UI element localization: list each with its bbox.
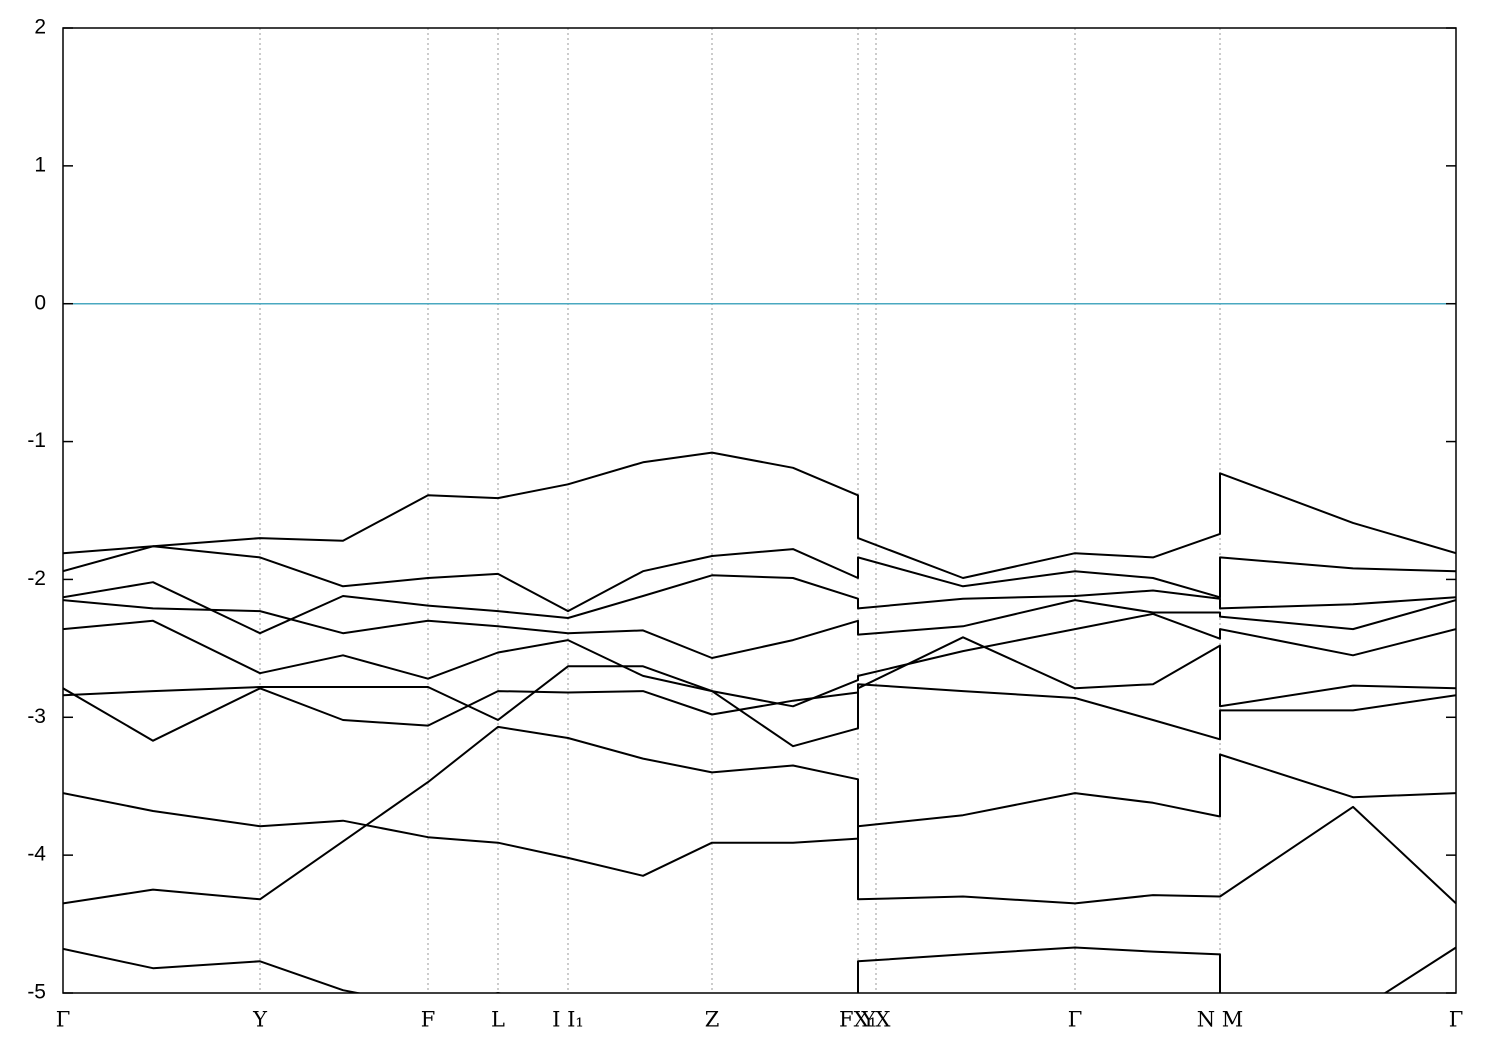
band-line: [63, 612, 1456, 708]
y-tick-label: 1: [34, 153, 46, 176]
band-line: [63, 753, 1456, 877]
y-tick-label: -5: [27, 981, 46, 1004]
x-tick-label: Γ: [56, 1008, 71, 1032]
x-tick-label: YX: [861, 1008, 891, 1032]
y-tick-label: -2: [27, 567, 46, 590]
x-tick-label: FX₁: [839, 1008, 877, 1032]
band-line: [63, 636, 1456, 748]
x-tick-label: F: [421, 1008, 436, 1032]
y-tick-label: -4: [27, 843, 46, 866]
x-tick-label: I I₁: [552, 1008, 584, 1032]
plot-frame: [62, 27, 1457, 994]
x-tick-label: Y: [252, 1008, 268, 1032]
band-line: [63, 574, 1456, 635]
y-tick-label: -3: [27, 705, 46, 728]
bands: [63, 451, 1456, 993]
band-line: [63, 599, 1456, 659]
grid-layer: [62, 28, 1457, 993]
y-tick-label: 2: [34, 16, 46, 39]
y-tick-label: 0: [34, 291, 46, 314]
x-tick-label: Γ: [1068, 1008, 1083, 1032]
x-tick-label: N M: [1197, 1008, 1244, 1032]
band-line: [63, 451, 1456, 579]
y-tick-label: -1: [27, 429, 46, 452]
band-line: [63, 946, 1456, 993]
x-tick-label: L: [491, 1008, 505, 1032]
band-line: [63, 545, 1456, 613]
x-tick-label: Γ: [1449, 1008, 1464, 1032]
band-line: [63, 683, 1456, 742]
band-line: [63, 725, 1456, 905]
x-tick-label: Z: [705, 1008, 720, 1032]
